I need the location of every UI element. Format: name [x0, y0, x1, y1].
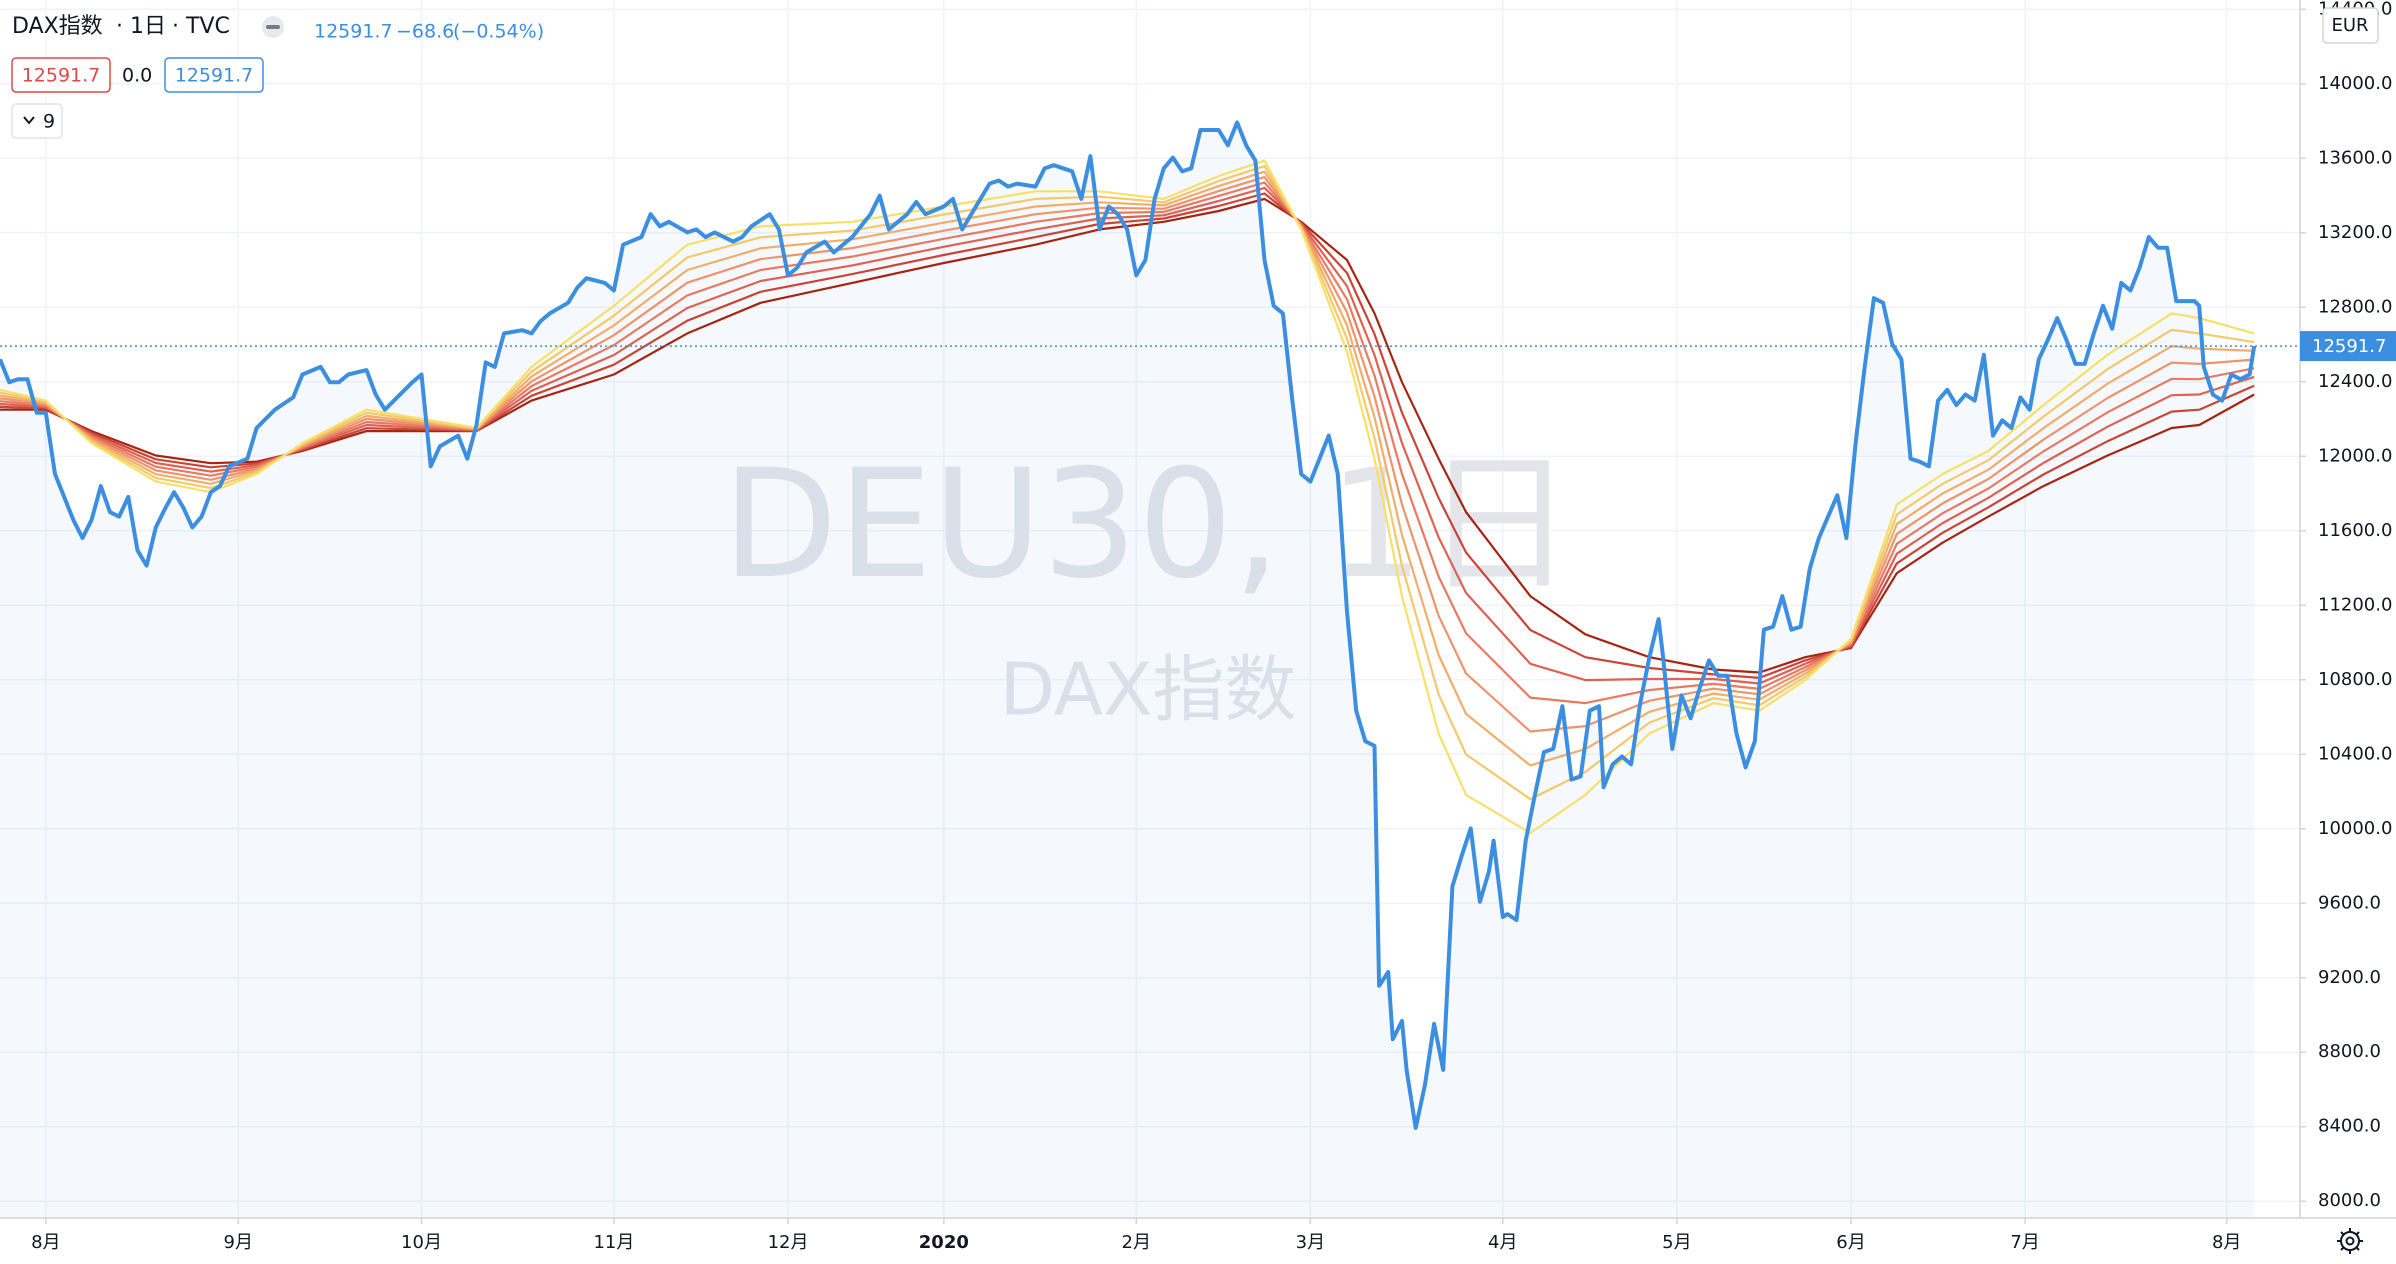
separator: ·: [172, 14, 179, 39]
ribbon-line: [0, 181, 2255, 705]
ribbon-line: [0, 170, 2255, 767]
y-tick-label: 12800.0: [2318, 296, 2392, 317]
y-tick-label: 9600.0: [2318, 892, 2381, 913]
last-price-box: [2300, 331, 2396, 362]
indicator-box: [164, 57, 264, 93]
x-tick-label: 2月: [1122, 1232, 1151, 1253]
change: −68.6: [396, 21, 454, 43]
plot: [0, 120, 2300, 1218]
settings-icon[interactable]: [2337, 1228, 2363, 1254]
price-line: [0, 120, 2257, 1130]
x-tick-label: 4月: [1488, 1232, 1517, 1253]
y-tick-label: 13200.0: [2318, 222, 2392, 243]
currency-box[interactable]: [2322, 7, 2379, 44]
x-tick-label: 2020: [919, 1232, 969, 1253]
change-percent: (−0.54%): [453, 21, 544, 43]
watermark-description: DAX指数: [1000, 648, 1297, 732]
y-tick-label: 11600.0: [2318, 520, 2392, 541]
status-icon-bar: [266, 25, 280, 29]
ribbon-line: [0, 197, 2255, 674]
x-tick-label: 9月: [224, 1232, 253, 1253]
ribbon-line: [0, 192, 2255, 679]
y-tick-label: 11200.0: [2318, 594, 2392, 615]
indicator-value: 12591.7: [175, 65, 254, 87]
indicator-value: 12591.7: [22, 65, 101, 87]
ribbon-line: [0, 186, 2255, 685]
currency: EUR: [2331, 15, 2368, 36]
last-price-label: 12591.7: [2312, 336, 2386, 357]
ribbon-line: [0, 159, 2255, 835]
x-tick-label: 8月: [31, 1232, 60, 1253]
watermark-symbol: DEU30, 1日: [722, 438, 1574, 612]
y-tick-label: 9200.0: [2318, 967, 2381, 988]
y-tick-label: 8800.0: [2318, 1041, 2381, 1062]
x-tick-label: 10月: [401, 1232, 442, 1253]
x-tick-label: 8月: [2212, 1232, 2241, 1253]
ribbon-line: [0, 176, 2255, 733]
gear-teeth: [2337, 1228, 2363, 1254]
separator: ·: [116, 14, 123, 39]
y-tick-label: 13600.0: [2318, 147, 2392, 168]
chevron: [23, 116, 35, 125]
x-tick-label: 5月: [1662, 1232, 1691, 1253]
indicator-box: [11, 57, 111, 93]
y-tick-label: 10400.0: [2318, 743, 2392, 764]
interval: 1日: [130, 14, 166, 39]
x-tick-label: 7月: [2010, 1232, 2039, 1253]
x-tick-label: 6月: [1836, 1232, 1865, 1253]
y-tick-label: 12400.0: [2318, 371, 2392, 392]
x-tick-label: 12月: [768, 1232, 809, 1253]
exchange: TVC: [185, 14, 230, 39]
y-tick-label: 10800.0: [2318, 669, 2392, 690]
indicator-value: 0.0: [122, 65, 152, 87]
indicator-toggle[interactable]: [11, 103, 63, 139]
y-tick-label: 14000.0: [2318, 73, 2392, 94]
indicator-length: 9: [43, 111, 55, 133]
x-tick-label: 11月: [593, 1232, 634, 1253]
x-tick-label: 3月: [1296, 1232, 1325, 1253]
last-value: 12591.7: [314, 21, 393, 43]
y-tick-label: 8400.0: [2318, 1116, 2381, 1137]
price-area: [0, 122, 2255, 1218]
grid: [0, 0, 2300, 1218]
y-tick-label: 12000.0: [2318, 445, 2392, 466]
y-tick-label: 8000.0: [2318, 1190, 2381, 1211]
symbol: DAX指数: [12, 14, 103, 39]
y-tick-label: 10000.0: [2318, 818, 2392, 839]
gear-hub: [2345, 1236, 2355, 1246]
